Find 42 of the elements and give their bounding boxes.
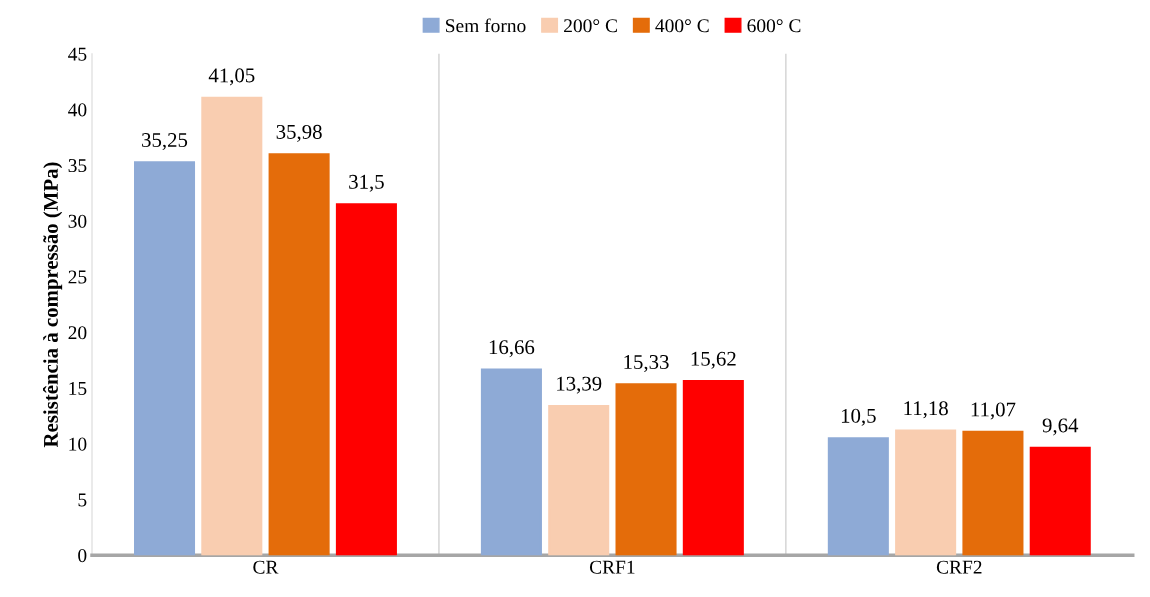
y-tick-label: 45 xyxy=(68,47,87,61)
y-tick-label: 40 xyxy=(68,103,87,117)
y-axis-title: Resistência à compressão (MPa) xyxy=(43,162,63,448)
bar xyxy=(827,437,889,556)
y-tick-label: 30 xyxy=(68,214,87,228)
data-label: 15,62 xyxy=(691,351,736,369)
data-label: 13,39 xyxy=(557,376,602,394)
data-label: 11,18 xyxy=(904,401,948,419)
data-label: 41,05 xyxy=(208,68,255,86)
bar xyxy=(962,430,1024,556)
legend-label: Sem forno xyxy=(446,18,526,33)
bar xyxy=(201,96,263,556)
bar xyxy=(895,429,957,556)
bar xyxy=(682,380,744,556)
bar xyxy=(548,404,610,556)
data-label: 35,25 xyxy=(142,133,188,151)
bar xyxy=(615,383,677,556)
data-label: 31,5 xyxy=(349,174,384,192)
bar xyxy=(133,161,196,556)
data-label: 11,07 xyxy=(971,402,1016,420)
y-tick-label: 35 xyxy=(68,159,87,173)
data-label: 15,33 xyxy=(624,355,669,373)
bar xyxy=(268,153,330,556)
y-tick-label: 0 xyxy=(78,549,87,563)
data-label: 16,66 xyxy=(489,340,535,358)
data-label: 35,98 xyxy=(276,124,322,142)
bar xyxy=(335,203,397,556)
data-label: 10,5 xyxy=(841,408,876,426)
legend-label: 200° C xyxy=(564,19,617,33)
bar xyxy=(1029,446,1091,556)
x-tick-label: CRF1 xyxy=(589,560,635,574)
bar xyxy=(480,368,542,556)
legend-label: 400° C xyxy=(655,19,709,33)
legend-label: 600° C xyxy=(747,19,801,33)
x-tick-label: CRF2 xyxy=(936,560,982,574)
data-label: 9,64 xyxy=(1042,418,1079,436)
y-tick-label: 10 xyxy=(69,437,87,451)
y-tick-label: 15 xyxy=(69,381,87,395)
y-tick-label: 5 xyxy=(78,493,87,507)
y-tick-label: 20 xyxy=(68,326,87,340)
y-tick-label: 25 xyxy=(68,270,87,284)
x-tick-label: CR xyxy=(253,560,279,574)
